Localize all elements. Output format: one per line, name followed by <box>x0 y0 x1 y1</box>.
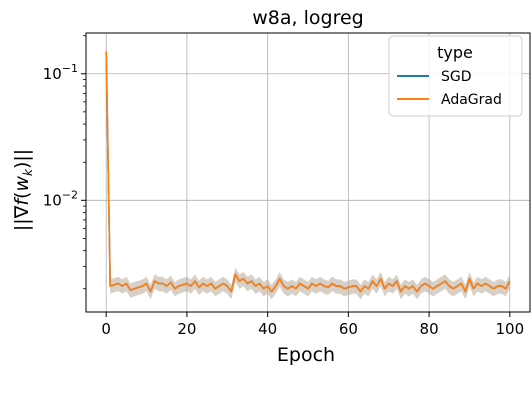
x-axis: 0 20 40 60 80 100 <box>101 312 524 338</box>
y-tick-label: 10−1 <box>43 62 78 83</box>
legend-label-adagrad: AdaGrad <box>441 92 502 108</box>
legend-title: type <box>437 43 473 62</box>
x-tick-label: 80 <box>420 320 439 338</box>
x-tick-label: 100 <box>495 320 524 338</box>
legend-label-sgd: SGD <box>441 69 472 85</box>
chart-title: w8a, logreg <box>252 7 363 29</box>
y-tick-label: 10−2 <box>43 188 78 209</box>
x-tick-label: 20 <box>177 320 196 338</box>
confidence-band <box>106 50 510 300</box>
y-axis-label: ||∇f(wk)|| <box>11 149 35 231</box>
x-tick-label: 0 <box>101 320 111 338</box>
series-line-adagrad <box>105 51 511 293</box>
x-tick-label: 60 <box>339 320 358 338</box>
x-tick-label: 40 <box>258 320 277 338</box>
legend-frame <box>388 35 523 117</box>
x-axis-label: Epoch <box>277 344 335 366</box>
y-axis: 10−2 10−1 <box>43 35 86 290</box>
series-lines <box>105 51 511 293</box>
plot-frame <box>85 32 531 313</box>
variance-band <box>106 50 510 300</box>
legend: type SGD AdaGrad <box>388 35 523 117</box>
